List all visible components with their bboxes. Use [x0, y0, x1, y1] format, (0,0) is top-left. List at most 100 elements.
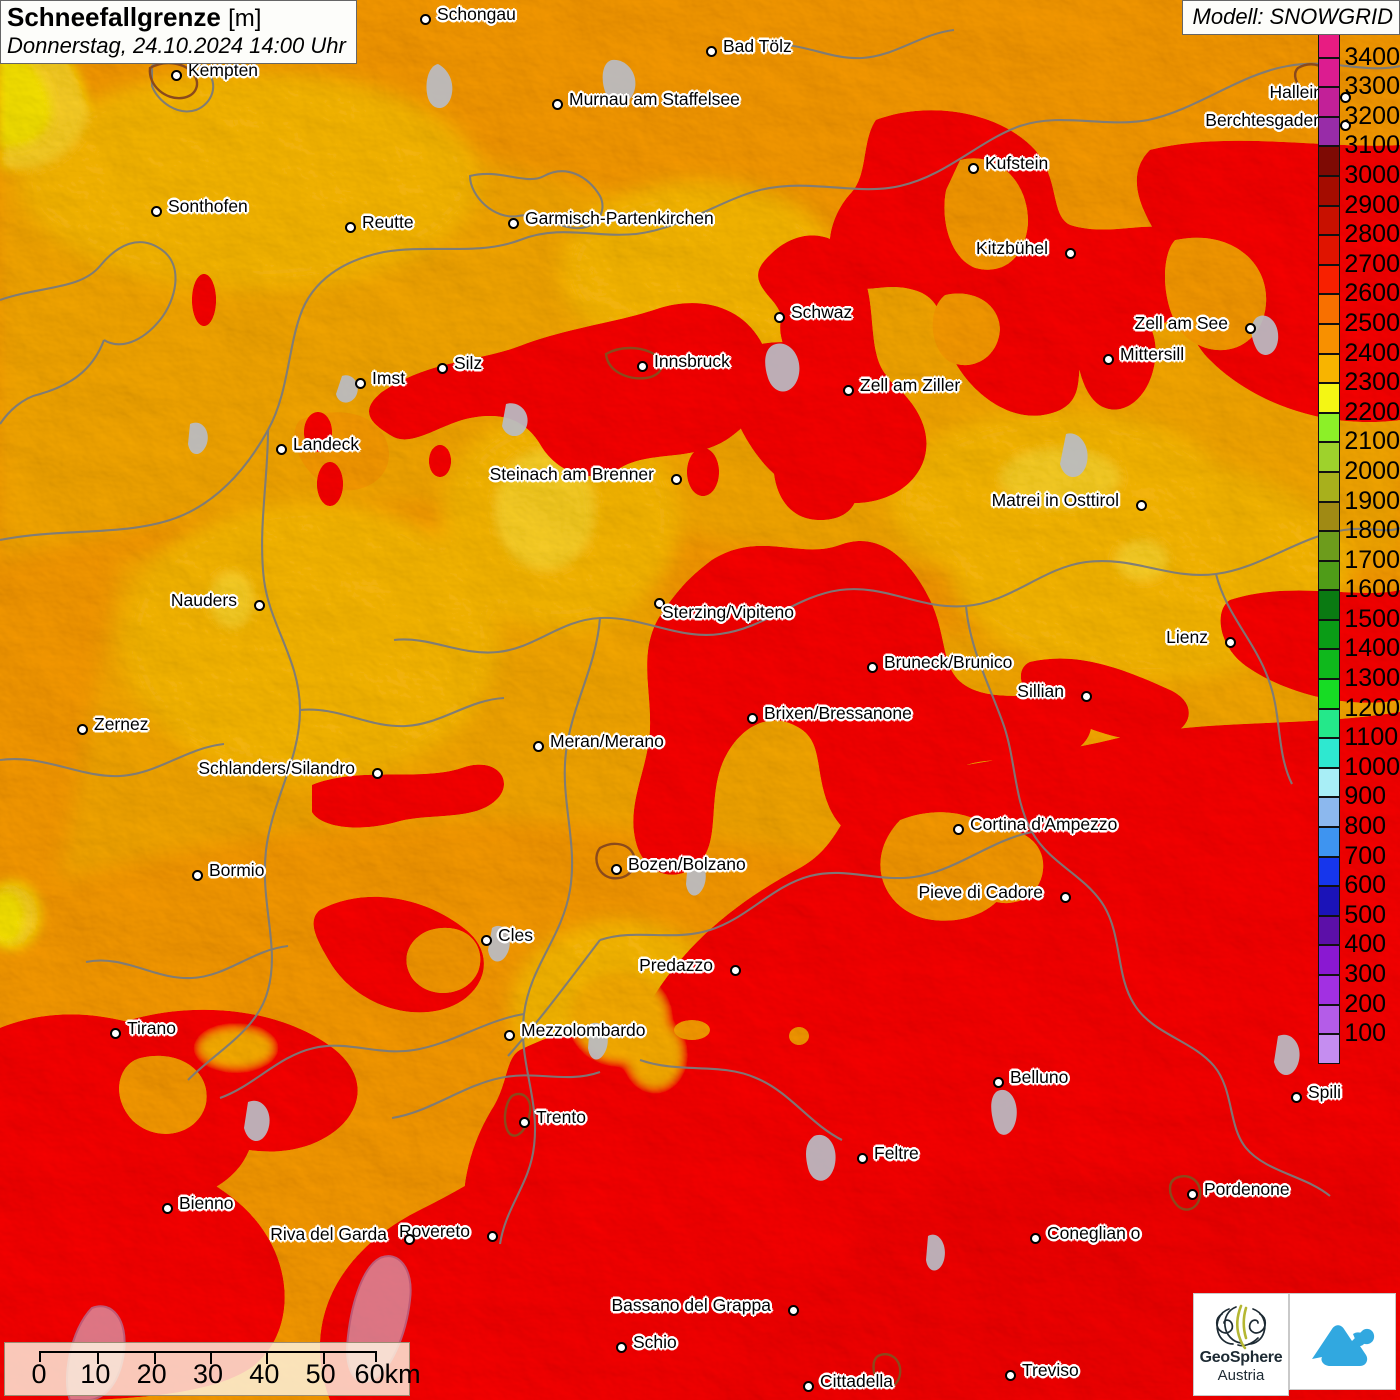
- legend-entry[interactable]: 1800: [1296, 518, 1400, 561]
- city-label: Trento: [536, 1107, 586, 1127]
- legend-value-label: 1500: [1344, 604, 1400, 633]
- legend-swatch: [1318, 87, 1341, 117]
- city-dot-icon: [1136, 500, 1147, 511]
- legend-entry[interactable]: 500: [1296, 902, 1400, 946]
- legend-swatch: [1318, 471, 1341, 502]
- legend-value-label: 2500: [1344, 308, 1400, 337]
- legend-entry[interactable]: 3300: [1296, 74, 1400, 117]
- map-title-box: Schneefallgrenze [m] Donnerstag, 24.10.2…: [0, 0, 357, 65]
- legend-entry[interactable]: 3400: [1296, 44, 1400, 88]
- legend-entry[interactable]: 800: [1296, 814, 1400, 857]
- legend-entry[interactable]: 3200: [1296, 103, 1400, 147]
- legend-entry[interactable]: 2200: [1296, 399, 1400, 443]
- legend-entry[interactable]: 900: [1296, 784, 1400, 828]
- city-label: Schongau: [437, 4, 516, 24]
- legend-swatch: [1318, 531, 1341, 561]
- city-label: Schio: [633, 1332, 677, 1352]
- legend-entry[interactable]: 400: [1296, 932, 1400, 975]
- legend-value-label: 2800: [1344, 220, 1400, 249]
- legend-swatch: [1318, 945, 1341, 975]
- scale-tick: [153, 1353, 156, 1364]
- legend-entry[interactable]: 2500: [1296, 310, 1400, 354]
- legend-entry[interactable]: 700: [1296, 843, 1400, 887]
- geosphere-logo-name: GeoSphere: [1199, 1349, 1283, 1367]
- legend-value-label: 400: [1344, 930, 1387, 959]
- city-label: Zell am See: [1134, 313, 1228, 333]
- legend-entry[interactable]: 1900: [1296, 488, 1400, 532]
- legend-entry[interactable]: 2000: [1296, 458, 1400, 502]
- city-dot-icon: [487, 1231, 498, 1242]
- city-dot-icon: [276, 444, 287, 455]
- city-dot-icon: [552, 99, 563, 110]
- legend-value-label: 2900: [1344, 190, 1400, 219]
- page-title: Schneefallgrenze [m]: [7, 2, 346, 33]
- legend-entry[interactable]: 3000: [1296, 162, 1400, 206]
- legend-value-label: 2000: [1344, 456, 1400, 485]
- city-dot-icon: [1060, 892, 1071, 903]
- legend-entry[interactable]: 1300: [1296, 666, 1400, 709]
- legend-swatch: [1318, 1034, 1341, 1064]
- model-box: Modell: SNOWGRID: [1181, 0, 1400, 35]
- legend-entry[interactable]: 1200: [1296, 695, 1400, 739]
- legend-entry[interactable]: 2900: [1296, 192, 1400, 236]
- city-label: Spili: [1308, 1082, 1342, 1102]
- legend-value-label: 1600: [1344, 575, 1400, 604]
- legend-entry[interactable]: 1100: [1296, 725, 1400, 768]
- legend-entry[interactable]: 2700: [1296, 251, 1400, 295]
- legend-entry[interactable]: 2100: [1296, 429, 1400, 472]
- legend-entry[interactable]: 2600: [1296, 281, 1400, 324]
- city-label: Feltre: [874, 1143, 919, 1163]
- city-dot-icon: [730, 965, 741, 976]
- legend-entry[interactable]: 3100: [1296, 133, 1400, 176]
- city-label: Sonthofen: [168, 196, 248, 216]
- legend-swatch: [1318, 560, 1341, 591]
- legend-entry[interactable]: 300: [1296, 962, 1400, 1005]
- legend-entry[interactable]: 1600: [1296, 577, 1400, 620]
- legend-entry[interactable]: 1000: [1296, 754, 1400, 798]
- geosphere-logo-sub: Austria: [1217, 1367, 1265, 1385]
- city-dot-icon: [993, 1077, 1004, 1088]
- legend-entry[interactable]: 2400: [1296, 340, 1400, 384]
- legend-entry[interactable]: 2800: [1296, 222, 1400, 265]
- city-dot-icon: [345, 222, 356, 233]
- legend-entry[interactable]: 600: [1296, 873, 1400, 916]
- city-label: Belluno: [1010, 1067, 1069, 1087]
- color-legend[interactable]: 100 200 300 400 500 600 700 800 900 1000 1100 1200 1…: [1296, 15, 1400, 1064]
- legend-swatch: [1318, 767, 1341, 798]
- city-label: Bassano del Grappa: [611, 1295, 771, 1315]
- legend-entry[interactable]: 1700: [1296, 547, 1400, 591]
- legend-entry[interactable]: 1500: [1296, 606, 1400, 650]
- city-dot-icon: [420, 14, 431, 25]
- city-dot-icon: [77, 724, 88, 735]
- city-dot-icon: [803, 1381, 814, 1392]
- city-label: Bruneck/Brunico: [884, 652, 1013, 672]
- legend-entry[interactable]: 200: [1296, 991, 1400, 1035]
- legend-entry[interactable]: 2300: [1296, 370, 1400, 413]
- city-dot-icon: [504, 1030, 515, 1041]
- city-dot-icon: [1187, 1189, 1198, 1200]
- city-label: Zell am Ziller: [860, 375, 961, 395]
- city-dot-icon: [151, 206, 162, 217]
- geosphere-logo[interactable]: GeoSphere Austria: [1193, 1293, 1289, 1396]
- scale-tick-label: 40: [249, 1359, 280, 1389]
- mountain-logo[interactable]: [1289, 1293, 1396, 1390]
- city-label: Cortina d'Ampezzo: [970, 814, 1118, 834]
- legend-swatch: [1318, 649, 1341, 680]
- city-label: Hallein: [1269, 82, 1324, 102]
- legend-swatch: [1318, 590, 1341, 620]
- city-label: Pordenone: [1204, 1179, 1290, 1199]
- city-dot-icon: [637, 361, 648, 372]
- city-label: Cles: [498, 925, 534, 945]
- legend-entry[interactable]: 100: [1296, 1021, 1400, 1064]
- legend-swatch: [1318, 205, 1341, 236]
- legend-value-label: 1200: [1344, 693, 1400, 722]
- legend-swatch: [1318, 1004, 1341, 1035]
- city-label: Brixen/Bressanone: [764, 703, 912, 723]
- legend-swatch: [1318, 323, 1341, 354]
- legend-entry[interactable]: 1400: [1296, 636, 1400, 680]
- city-dot-icon: [1225, 637, 1236, 648]
- legend-swatch: [1318, 708, 1341, 739]
- mountain-chevron-icon: [1311, 1324, 1374, 1366]
- legend-swatch: [1318, 975, 1341, 1005]
